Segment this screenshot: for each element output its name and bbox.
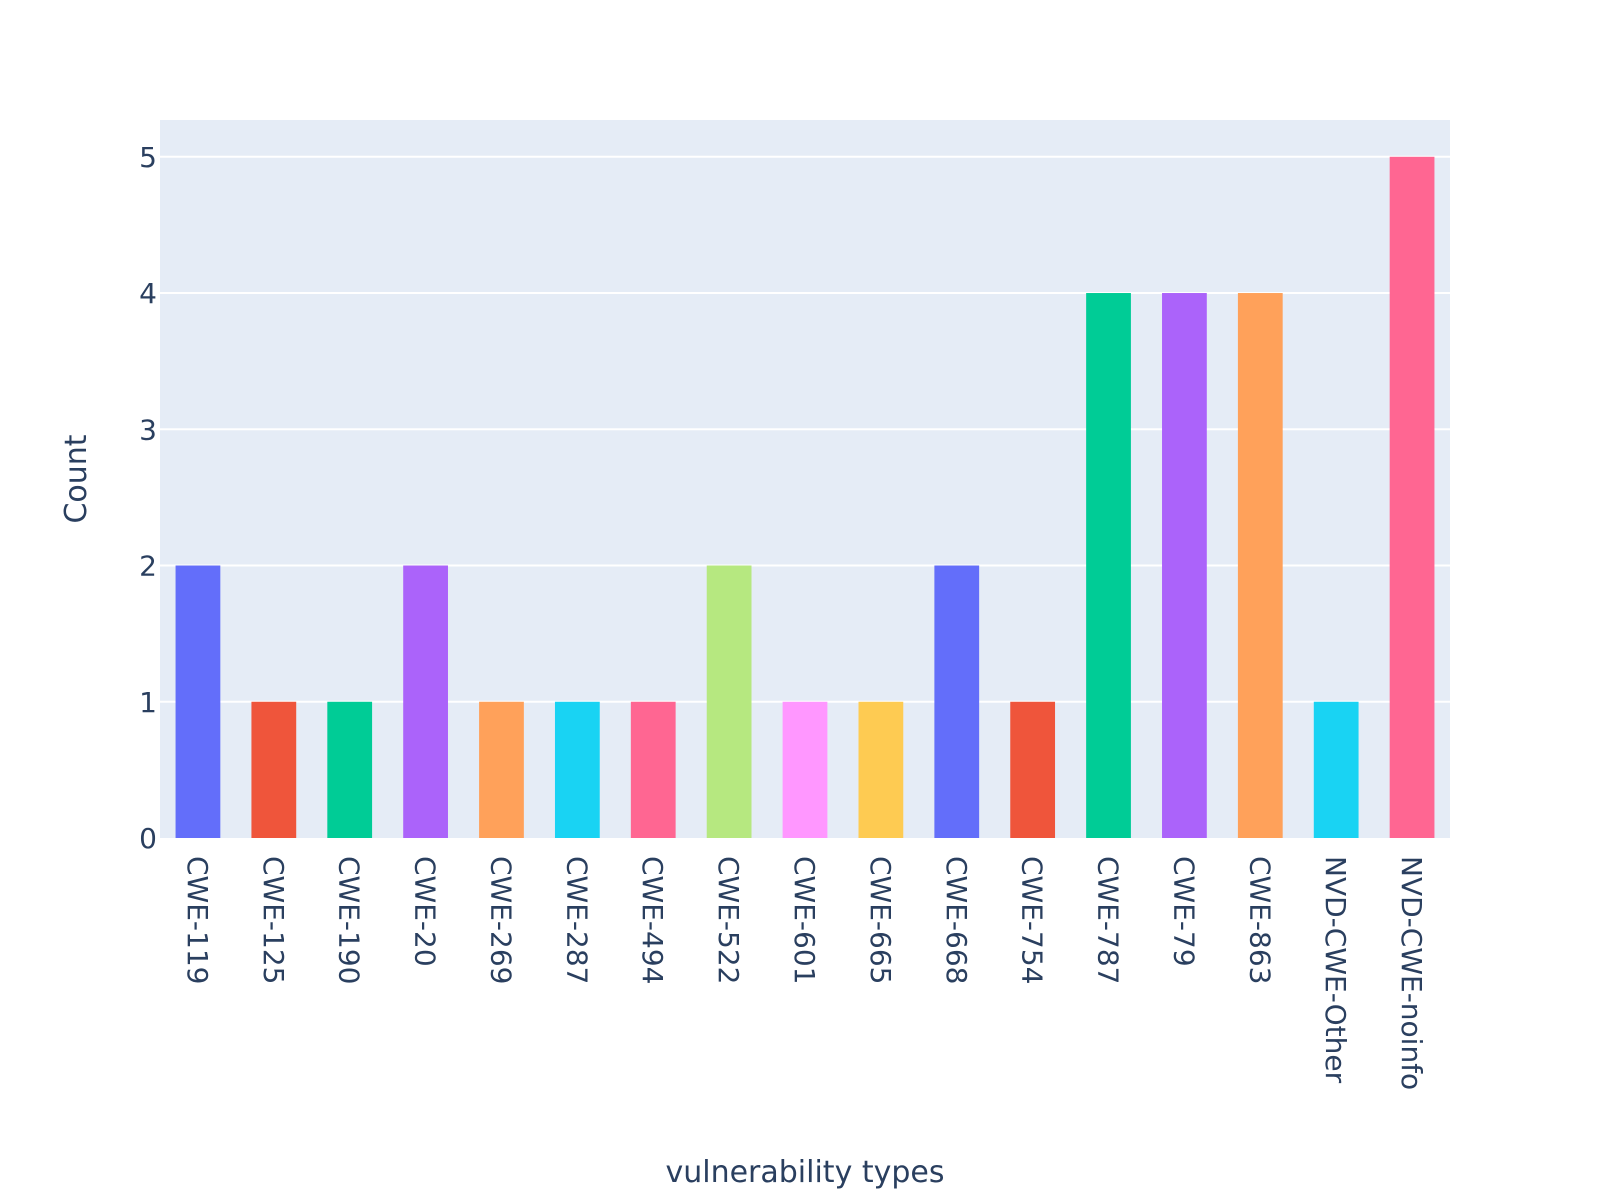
bar-cwe-863 — [1237, 293, 1283, 839]
x-tick-label: CWE-79 — [1167, 856, 1200, 967]
x-tick-label: CWE-190 — [333, 856, 366, 984]
bar-cwe-494 — [630, 701, 676, 838]
gridlines — [160, 155, 1450, 703]
x-tick-label: CWE-601 — [788, 856, 821, 984]
y-tick-label: 5 — [139, 141, 157, 174]
x-tick-label: CWE-20 — [409, 856, 442, 967]
bar-cwe-522 — [706, 565, 752, 838]
x-tick-label: CWE-125 — [257, 856, 290, 984]
y-tick-labels: 0 1 2 3 4 5 — [139, 141, 157, 855]
x-axis-title: vulnerability types — [665, 1155, 944, 1190]
x-tick-label: NVD-CWE-Other — [1319, 856, 1352, 1084]
bars — [175, 156, 1435, 839]
bar-cwe-668 — [934, 565, 980, 838]
y-tick-label: 2 — [139, 550, 157, 583]
x-tick-label: CWE-754 — [1016, 856, 1049, 984]
x-tick-label: CWE-668 — [940, 856, 973, 984]
y-axis-title: Count — [59, 434, 94, 523]
bar-cwe-665 — [858, 701, 904, 838]
x-tick-label: CWE-787 — [1092, 856, 1125, 984]
bar-nvd-cwe-noinfo — [1389, 156, 1435, 838]
y-tick-label: 1 — [139, 686, 157, 719]
x-tick-label: CWE-665 — [864, 856, 897, 984]
x-tick-label: CWE-269 — [484, 856, 517, 984]
x-tick-label: CWE-863 — [1243, 856, 1276, 984]
x-tick-label: CWE-522 — [712, 856, 745, 984]
bar-cwe-601 — [782, 701, 828, 838]
x-tick-label: NVD-CWE-noinfo — [1395, 856, 1428, 1090]
bar-cwe-125 — [251, 701, 297, 838]
x-tick-labels: CWE-119 CWE-125 CWE-190 CWE-20 CWE-269 CWE-28… — [181, 856, 1428, 1090]
x-tick-label: CWE-287 — [560, 856, 593, 984]
x-tick-label: CWE-494 — [636, 856, 669, 984]
bar-cwe-20 — [403, 565, 448, 838]
x-tick-label: CWE-119 — [181, 856, 214, 984]
bar-cwe-190 — [327, 701, 373, 838]
y-tick-label: 4 — [139, 277, 157, 310]
bar-cwe-269 — [479, 701, 524, 838]
bar-cwe-787 — [1086, 293, 1131, 839]
y-tick-label: 0 — [139, 822, 157, 855]
bar-cwe-79 — [1162, 293, 1207, 839]
bar-nvd-cwe-other — [1313, 701, 1359, 838]
bar-cwe-287 — [554, 701, 600, 838]
bar-cwe-754 — [1010, 701, 1056, 838]
y-tick-label: 3 — [139, 413, 157, 446]
bar-cwe-119 — [175, 565, 221, 838]
